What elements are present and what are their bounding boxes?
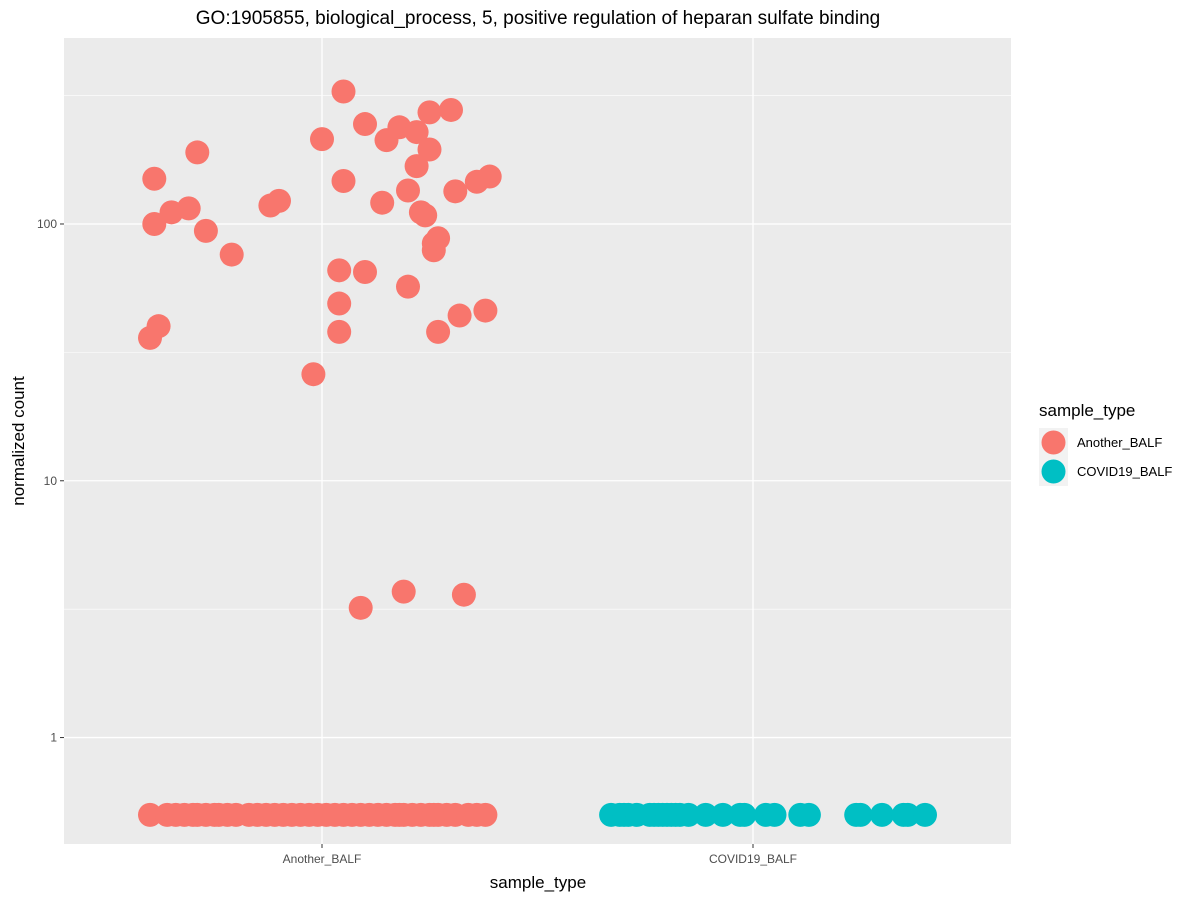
data-point <box>796 802 821 827</box>
data-point <box>327 319 352 344</box>
data-point <box>848 802 873 827</box>
legend-key <box>1041 459 1066 484</box>
data-point <box>353 112 377 137</box>
data-point <box>895 802 920 827</box>
data-point <box>439 97 463 122</box>
data-point <box>327 258 352 283</box>
data-point <box>913 802 937 827</box>
data-point <box>348 595 373 620</box>
data-point <box>451 582 476 607</box>
data-point <box>142 211 167 236</box>
data-point <box>477 164 502 189</box>
legend-label: COVID19_BALF <box>1077 464 1172 479</box>
x-axis: Another_BALF COVID19_BALF <box>283 844 797 866</box>
x-axis-label: sample_type <box>490 873 586 892</box>
y-tick-label: 1 <box>50 731 57 745</box>
legend-label: Another_BALF <box>1077 435 1162 450</box>
data-point <box>396 178 420 203</box>
data-point <box>353 260 377 285</box>
minor-gridlines <box>64 95 1011 610</box>
legend-title: sample_type <box>1039 401 1135 420</box>
data-point <box>301 362 326 387</box>
data-point <box>176 196 201 221</box>
legend-key <box>1041 430 1066 455</box>
data-point <box>676 802 701 827</box>
data-point <box>391 579 416 604</box>
legend-items: Another_BALF COVID19_BALF <box>1039 428 1172 486</box>
plot-panel <box>64 38 1011 844</box>
data-point <box>193 218 218 243</box>
data-point <box>473 298 498 323</box>
data-point <box>417 100 442 125</box>
x-tick-label: Another_BALF <box>283 852 362 866</box>
data-point <box>732 802 757 827</box>
data-point <box>331 79 356 104</box>
x-tick-label: COVID19_BALF <box>709 852 797 866</box>
data-point <box>404 154 429 179</box>
data-point <box>146 314 171 339</box>
data-point <box>762 802 787 827</box>
data-point <box>426 319 451 344</box>
major-gridlines <box>64 38 1011 844</box>
data-point <box>331 169 356 194</box>
data-point <box>185 140 210 165</box>
chart-title: GO:1905855, biological_process, 5, posit… <box>196 8 880 29</box>
data-point <box>370 190 395 215</box>
y-axis-label: normalized count <box>9 376 28 506</box>
data-point <box>870 802 894 827</box>
data-point <box>413 203 438 228</box>
y-tick-label: 10 <box>44 474 58 488</box>
y-tick-label: 100 <box>37 217 57 231</box>
legend: sample_type Another_BALF COVID19_BALF <box>1039 401 1172 486</box>
data-point <box>327 291 352 316</box>
data-points <box>138 79 937 827</box>
data-point <box>710 802 735 827</box>
y-axis: 1 10 100 <box>37 217 64 745</box>
data-point <box>310 127 334 152</box>
data-point <box>443 179 468 204</box>
data-point <box>447 303 472 328</box>
data-point <box>219 242 244 267</box>
data-point <box>404 120 429 145</box>
data-point <box>267 188 291 213</box>
data-point <box>473 802 498 827</box>
data-point <box>693 802 718 827</box>
data-point <box>396 274 420 299</box>
data-point <box>138 802 162 827</box>
data-point <box>142 166 167 191</box>
data-point <box>417 137 442 162</box>
data-point <box>426 226 451 251</box>
